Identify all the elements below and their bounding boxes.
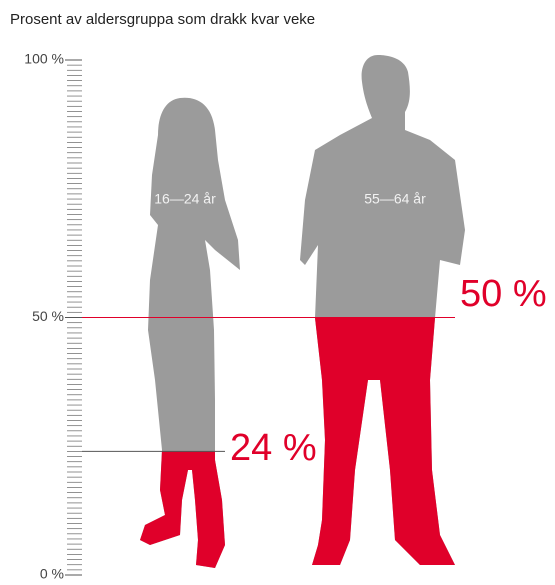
figure-fill: [140, 451, 225, 568]
category-label: 55—64 år: [364, 191, 426, 207]
y-tick-label: 0 %: [40, 566, 64, 582]
chart-title: Prosent av aldersgruppa som drakk kvar v…: [10, 11, 315, 28]
y-tick-label: 50 %: [32, 308, 64, 324]
category-label: 16—24 år: [154, 191, 216, 207]
value-label: 50 %: [460, 273, 547, 315]
figure-fill: [312, 317, 455, 565]
figure-silhouette: [140, 97, 240, 569]
value-label: 24 %: [230, 427, 317, 469]
y-tick-label: 100 %: [24, 51, 64, 67]
